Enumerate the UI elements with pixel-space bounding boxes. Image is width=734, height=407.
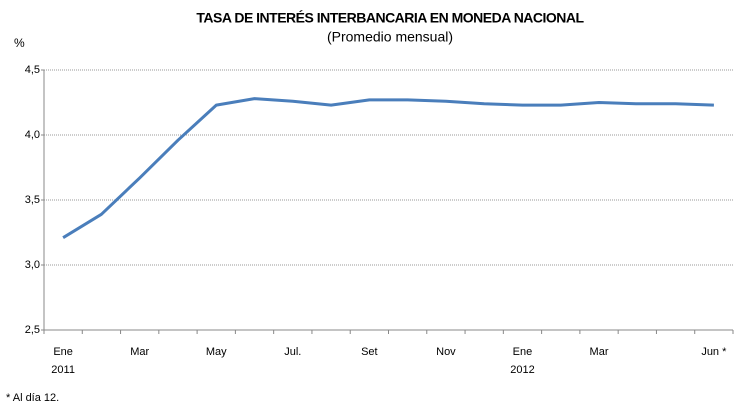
x-tick-label: May xyxy=(206,346,227,358)
y-tick-label: 3,0 xyxy=(25,259,40,271)
y-tick-label: 4,0 xyxy=(25,129,40,141)
x-tick-label: Mar xyxy=(130,346,149,358)
x-tick-label: Ene 2012 xyxy=(510,346,534,376)
footnote: * Al día 12. xyxy=(6,392,59,404)
x-tick-label: Set xyxy=(361,346,378,358)
y-tick-label: 3,5 xyxy=(25,194,40,206)
x-tick-label: Ene 2011 xyxy=(51,346,75,376)
x-tick-label: Nov xyxy=(436,346,456,358)
x-tick-label: Jul. xyxy=(284,346,301,358)
y-tick-label: 2,5 xyxy=(25,324,40,336)
y-axis-label: % xyxy=(14,36,25,50)
y-tick-label: 4,5 xyxy=(25,64,40,76)
chart-subtitle: (Promedio mensual) xyxy=(327,29,453,45)
chart-title: TASA DE INTERÉS INTERBANCARIA EN MONEDA … xyxy=(196,10,584,26)
x-tick-label: Jun * xyxy=(701,346,727,358)
line-series xyxy=(62,97,714,239)
x-tick-label: Mar xyxy=(590,346,609,358)
